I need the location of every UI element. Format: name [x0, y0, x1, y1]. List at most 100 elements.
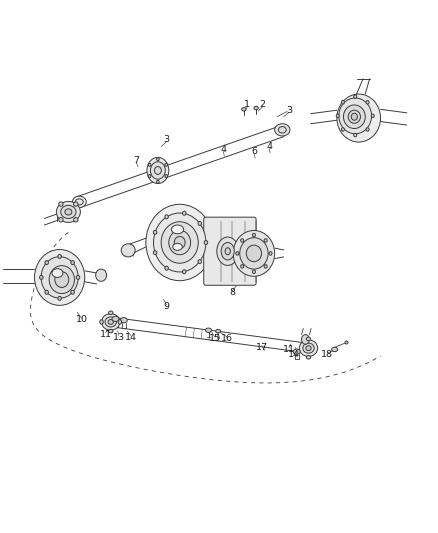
- Ellipse shape: [240, 238, 268, 269]
- Text: 3: 3: [286, 106, 292, 115]
- Ellipse shape: [52, 269, 63, 277]
- Ellipse shape: [154, 166, 161, 174]
- Ellipse shape: [74, 202, 78, 206]
- Ellipse shape: [306, 346, 311, 351]
- Ellipse shape: [58, 254, 61, 259]
- Ellipse shape: [198, 260, 201, 263]
- Ellipse shape: [275, 124, 290, 136]
- Ellipse shape: [41, 257, 78, 298]
- Ellipse shape: [205, 328, 212, 333]
- Ellipse shape: [371, 114, 374, 118]
- Ellipse shape: [108, 320, 113, 325]
- Ellipse shape: [366, 128, 369, 131]
- Ellipse shape: [65, 209, 72, 215]
- Text: 4: 4: [220, 145, 226, 154]
- Ellipse shape: [35, 249, 85, 305]
- Ellipse shape: [118, 320, 122, 324]
- Ellipse shape: [109, 311, 113, 314]
- Text: 8: 8: [229, 288, 235, 297]
- Ellipse shape: [148, 163, 151, 166]
- Ellipse shape: [306, 356, 311, 359]
- Ellipse shape: [242, 108, 246, 111]
- Ellipse shape: [240, 264, 244, 268]
- Ellipse shape: [156, 158, 159, 160]
- Text: 14: 14: [125, 333, 137, 342]
- Ellipse shape: [254, 106, 258, 110]
- Ellipse shape: [366, 101, 369, 104]
- Ellipse shape: [147, 157, 169, 183]
- Ellipse shape: [161, 222, 198, 263]
- Ellipse shape: [301, 335, 309, 344]
- Ellipse shape: [112, 316, 119, 321]
- Ellipse shape: [354, 95, 357, 99]
- Text: 6: 6: [251, 147, 257, 156]
- Ellipse shape: [336, 114, 339, 118]
- Ellipse shape: [240, 239, 244, 242]
- Ellipse shape: [150, 161, 165, 179]
- Ellipse shape: [225, 248, 230, 255]
- Ellipse shape: [165, 163, 167, 166]
- Ellipse shape: [45, 261, 49, 264]
- Ellipse shape: [153, 230, 157, 235]
- Ellipse shape: [146, 204, 214, 281]
- Text: 18: 18: [321, 350, 333, 359]
- Ellipse shape: [348, 110, 360, 123]
- Ellipse shape: [120, 318, 127, 323]
- Ellipse shape: [74, 217, 78, 222]
- Ellipse shape: [100, 320, 103, 324]
- Ellipse shape: [252, 233, 255, 237]
- Ellipse shape: [217, 237, 239, 265]
- Ellipse shape: [57, 201, 81, 222]
- Ellipse shape: [204, 240, 208, 245]
- Text: 14: 14: [288, 350, 300, 359]
- Text: 17: 17: [256, 343, 268, 352]
- Ellipse shape: [337, 94, 381, 142]
- Ellipse shape: [269, 252, 272, 255]
- Ellipse shape: [75, 199, 83, 205]
- Ellipse shape: [303, 343, 314, 353]
- Ellipse shape: [45, 290, 49, 294]
- Ellipse shape: [153, 213, 206, 272]
- Ellipse shape: [246, 245, 261, 262]
- Text: 3: 3: [163, 135, 170, 144]
- Ellipse shape: [55, 272, 69, 287]
- Ellipse shape: [169, 230, 191, 255]
- Ellipse shape: [332, 348, 338, 352]
- Ellipse shape: [95, 269, 106, 281]
- Text: 2: 2: [260, 100, 266, 109]
- Ellipse shape: [306, 337, 311, 341]
- Ellipse shape: [264, 264, 267, 268]
- Ellipse shape: [153, 251, 157, 255]
- Ellipse shape: [345, 341, 348, 344]
- Text: 1: 1: [244, 100, 251, 109]
- Ellipse shape: [351, 113, 357, 120]
- Ellipse shape: [105, 317, 117, 327]
- Ellipse shape: [148, 175, 151, 177]
- Ellipse shape: [71, 261, 74, 264]
- Ellipse shape: [121, 244, 135, 257]
- Text: 16: 16: [221, 334, 233, 343]
- Ellipse shape: [59, 202, 63, 206]
- Ellipse shape: [354, 133, 357, 137]
- Ellipse shape: [279, 126, 286, 133]
- Ellipse shape: [299, 340, 318, 357]
- Ellipse shape: [71, 290, 74, 294]
- Ellipse shape: [252, 270, 255, 273]
- Ellipse shape: [156, 180, 159, 183]
- Ellipse shape: [59, 217, 63, 222]
- Ellipse shape: [236, 252, 239, 255]
- Ellipse shape: [61, 205, 76, 219]
- Ellipse shape: [72, 196, 86, 207]
- Ellipse shape: [173, 244, 182, 251]
- Ellipse shape: [293, 349, 300, 354]
- Ellipse shape: [49, 265, 74, 294]
- Ellipse shape: [39, 276, 43, 279]
- Ellipse shape: [109, 329, 113, 333]
- Text: 11: 11: [283, 345, 295, 354]
- Text: 7: 7: [133, 156, 139, 165]
- Ellipse shape: [183, 270, 186, 273]
- Text: 15: 15: [208, 334, 221, 343]
- FancyBboxPatch shape: [204, 217, 256, 285]
- Ellipse shape: [76, 276, 80, 279]
- Ellipse shape: [165, 215, 168, 219]
